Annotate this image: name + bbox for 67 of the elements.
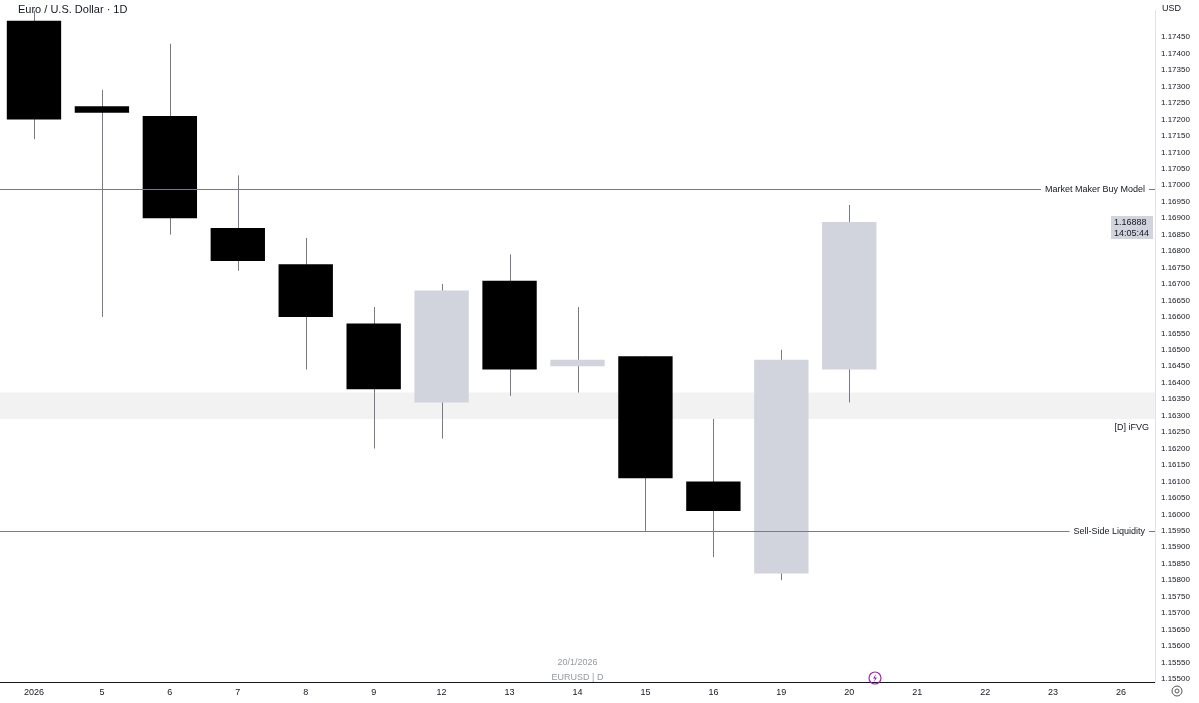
y-tick-label: 1.15700 xyxy=(1161,608,1191,618)
y-tick-label: 1.16800 xyxy=(1161,246,1191,256)
y-tick-label: 1.16900 xyxy=(1161,213,1191,223)
y-tick-label: 1.16850 xyxy=(1161,229,1191,239)
y-tick-label: 1.15800 xyxy=(1161,575,1191,585)
y-tick-label: 1.16700 xyxy=(1161,279,1191,289)
x-tick-label: 13 xyxy=(504,687,515,698)
y-tick-label: 1.16450 xyxy=(1161,361,1191,371)
y-tick-label: 1.16200 xyxy=(1161,443,1191,453)
y-tick-label: 1.15750 xyxy=(1161,591,1191,601)
x-tick-label: 6 xyxy=(167,687,173,698)
y-tick-label: 1.17450 xyxy=(1161,32,1191,42)
annotation: 1.16888 xyxy=(1114,216,1147,227)
x-tick-label: 19 xyxy=(776,687,787,698)
x-tick-label: 23 xyxy=(1048,687,1059,698)
y-tick-label: 1.17050 xyxy=(1161,163,1191,173)
y-tick-label: 1.17400 xyxy=(1161,48,1191,58)
y-tick-label: 1.15550 xyxy=(1161,657,1191,667)
y-tick-label: 1.17100 xyxy=(1161,147,1191,157)
y-tick-label: 1.17300 xyxy=(1161,81,1191,91)
y-tick-label: 1.15850 xyxy=(1161,558,1191,568)
annotation: 14:05:44 xyxy=(1114,227,1150,238)
x-tick-label: 9 xyxy=(371,687,377,698)
y-tick-label: 1.17200 xyxy=(1161,114,1191,124)
y-tick-label: 1.16250 xyxy=(1161,427,1191,437)
y-tick-label: 1.16500 xyxy=(1161,344,1191,354)
chart-title: Euro / U.S. Dollar · 1D xyxy=(18,3,128,15)
y-tick-label: 1.17250 xyxy=(1161,98,1191,108)
annotation: EURUSD | D xyxy=(550,671,605,684)
ref-line-label: Sell-Side Liquidity xyxy=(1073,525,1146,536)
y-tick-label: 1.15950 xyxy=(1161,526,1191,536)
x-tick-label: 26 xyxy=(1116,687,1127,698)
x-tick-label: 5 xyxy=(99,687,105,698)
y-tick-label: 1.16050 xyxy=(1161,493,1191,503)
y-tick-label: 1.17350 xyxy=(1161,65,1191,75)
y-axis-title: USD xyxy=(1162,3,1182,13)
y-tick-label: 1.16350 xyxy=(1161,394,1191,404)
annotation: 20/1/2026 xyxy=(556,656,599,669)
y-tick-label: 1.16550 xyxy=(1161,328,1191,338)
y-tick-label: 1.16650 xyxy=(1161,295,1191,305)
candlestick xyxy=(550,306,605,394)
x-tick-label: 22 xyxy=(980,687,991,698)
x-tick-label: 14 xyxy=(572,687,583,698)
y-tick-label: 1.16600 xyxy=(1161,312,1191,322)
y-tick-label: 1.16300 xyxy=(1161,410,1191,420)
y-tick-label: 1.17150 xyxy=(1161,131,1191,141)
y-tick-label: 1.16100 xyxy=(1161,476,1191,486)
x-tick-label: 20 xyxy=(844,687,855,698)
y-tick-label: 1.16950 xyxy=(1161,196,1191,206)
y-tick-label: 1.16750 xyxy=(1161,262,1191,272)
y-tick-label: 1.17000 xyxy=(1161,180,1191,190)
x-tick-label: 16 xyxy=(708,687,719,698)
ref-line-label: Market Maker Buy Model xyxy=(1044,183,1145,194)
y-tick-label: 1.16400 xyxy=(1161,377,1191,387)
y-tick-label: 1.16150 xyxy=(1161,460,1191,470)
x-tick-label: 15 xyxy=(640,687,651,698)
x-tick-label: 7 xyxy=(235,687,241,698)
y-tick-label: 1.15900 xyxy=(1161,542,1191,552)
y-tick-label: 1.15500 xyxy=(1161,674,1191,684)
x-tick-label: 21 xyxy=(912,687,923,698)
y-tick-label: 1.15600 xyxy=(1161,641,1191,651)
x-tick-label: 12 xyxy=(436,687,447,698)
x-tick-label: 2026 xyxy=(23,687,44,698)
band-label: [D] iFVG xyxy=(1114,421,1149,432)
y-tick-label: 1.16000 xyxy=(1161,509,1191,519)
y-tick-label: 1.15650 xyxy=(1161,624,1191,634)
x-tick-label: 8 xyxy=(303,687,309,698)
